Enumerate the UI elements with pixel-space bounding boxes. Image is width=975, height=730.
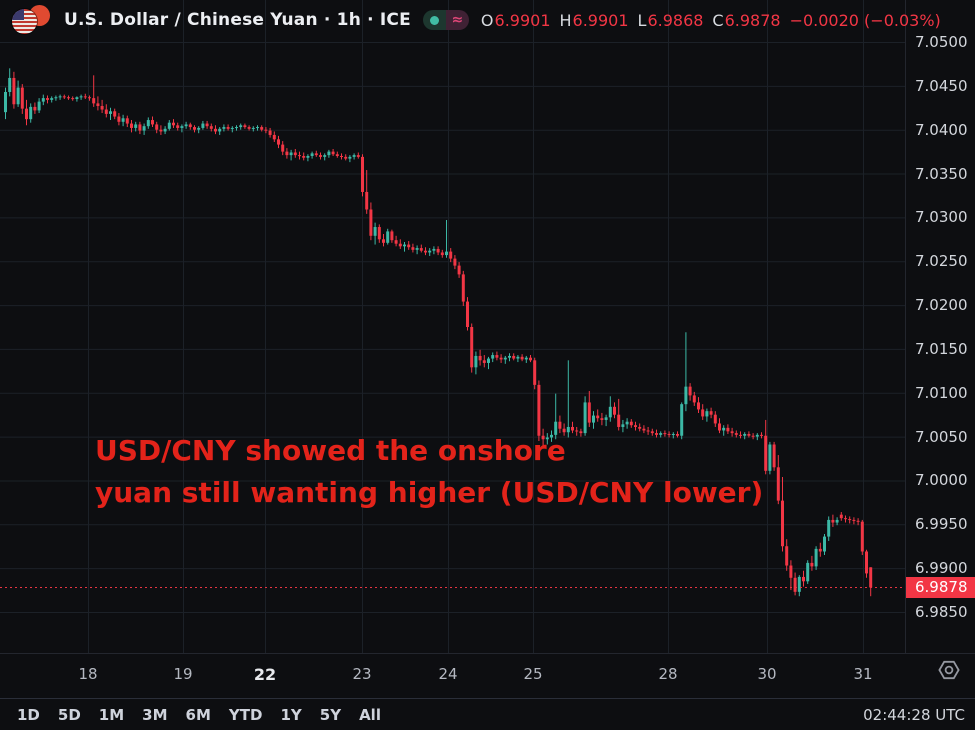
price-label-7.0350: 7.0350 bbox=[915, 164, 968, 183]
price-label-7.0500: 7.0500 bbox=[915, 33, 968, 51]
chart-annotation: USD/CNY showed the onshore yuan still wa… bbox=[95, 430, 763, 514]
annotation-line1: USD/CNY showed the onshore bbox=[95, 434, 566, 467]
change-value: −0.0020 (−0.03%) bbox=[789, 10, 941, 30]
range-button-3m[interactable]: 3M bbox=[133, 703, 176, 727]
approx-price-icon: ≈ bbox=[445, 10, 469, 30]
range-button-all[interactable]: All bbox=[350, 703, 390, 727]
market-status-pill[interactable]: ≈ bbox=[422, 10, 469, 30]
last-price-badge: 6.9878 bbox=[906, 577, 975, 599]
time-label-23: 23 bbox=[352, 665, 372, 683]
price-label-7.0450: 7.0450 bbox=[915, 76, 968, 95]
chart-legend: U.S. Dollar / Chinese Yuan · 1h · ICE ≈ … bbox=[10, 5, 941, 35]
price-label-7.0100: 7.0100 bbox=[915, 383, 968, 402]
currency-pair-flags-icon bbox=[10, 5, 52, 35]
time-label-30: 30 bbox=[757, 665, 777, 683]
bottom-toolbar: 1D 5D 1M 3M 6M YTD 1Y 5Y All 02:44:28 UTC bbox=[0, 698, 975, 730]
time-label-25: 25 bbox=[523, 665, 543, 683]
market-status-dot-icon bbox=[422, 10, 446, 30]
time-label-24: 24 bbox=[438, 665, 458, 683]
low-label: L bbox=[637, 10, 647, 30]
time-label-31: 31 bbox=[853, 665, 873, 683]
range-button-1m[interactable]: 1M bbox=[90, 703, 133, 727]
date-range-switcher: 1D 5D 1M 3M 6M YTD 1Y 5Y All bbox=[8, 703, 390, 727]
time-axis[interactable]: 18 19 22 23 24 25 28 30 31 bbox=[0, 653, 975, 699]
time-label-18: 18 bbox=[78, 665, 98, 683]
settings-icon[interactable] bbox=[936, 657, 962, 683]
price-label-6.9900: 6.9900 bbox=[915, 559, 968, 578]
open-value: 6.9901 bbox=[494, 10, 551, 30]
price-label-7.0150: 7.0150 bbox=[915, 339, 968, 358]
open-label: O bbox=[480, 10, 494, 30]
price-label-7.0200: 7.0200 bbox=[915, 296, 968, 315]
range-button-5y[interactable]: 5Y bbox=[311, 703, 350, 727]
high-label: H bbox=[559, 10, 572, 30]
candlestick-plot[interactable] bbox=[0, 0, 905, 653]
price-label-7.0000: 7.0000 bbox=[915, 471, 968, 490]
symbol-title[interactable]: U.S. Dollar / Chinese Yuan · 1h · ICE bbox=[64, 10, 411, 30]
timezone-clock[interactable]: 02:44:28 UTC bbox=[863, 705, 965, 724]
price-label-6.9950: 6.9950 bbox=[915, 515, 968, 534]
high-value: 6.9901 bbox=[572, 10, 629, 30]
ohlc-values: O 6.9901 H 6.9901 L 6.9868 C 6.9878 −0.0020 … bbox=[481, 11, 941, 30]
price-label-6.9850: 6.9850 bbox=[915, 603, 968, 621]
close-label: C bbox=[712, 10, 724, 30]
price-label-7.0400: 7.0400 bbox=[915, 120, 968, 139]
time-label-19: 19 bbox=[173, 665, 193, 683]
range-button-ytd[interactable]: YTD bbox=[220, 703, 272, 727]
us-flag-icon bbox=[12, 9, 37, 34]
annotation-line2: yuan still wanting higher (USD/CNY lower… bbox=[95, 476, 764, 509]
time-label-28: 28 bbox=[658, 665, 678, 683]
range-button-5d[interactable]: 5D bbox=[49, 703, 90, 727]
price-label-7.0050: 7.0050 bbox=[915, 427, 968, 446]
price-label-7.0250: 7.0250 bbox=[915, 252, 968, 271]
low-value: 6.9868 bbox=[647, 10, 704, 30]
range-button-1y[interactable]: 1Y bbox=[271, 703, 310, 727]
time-label-22: 22 bbox=[253, 665, 277, 684]
price-label-7.0300: 7.0300 bbox=[915, 208, 968, 227]
range-button-1d[interactable]: 1D bbox=[8, 703, 49, 727]
price-axis[interactable]: 6.9878 7.0500 7.0450 7.0400 7.0350 7.0300 7.0… bbox=[905, 0, 975, 653]
range-button-6m[interactable]: 6M bbox=[177, 703, 220, 727]
close-value: 6.9878 bbox=[724, 10, 781, 30]
